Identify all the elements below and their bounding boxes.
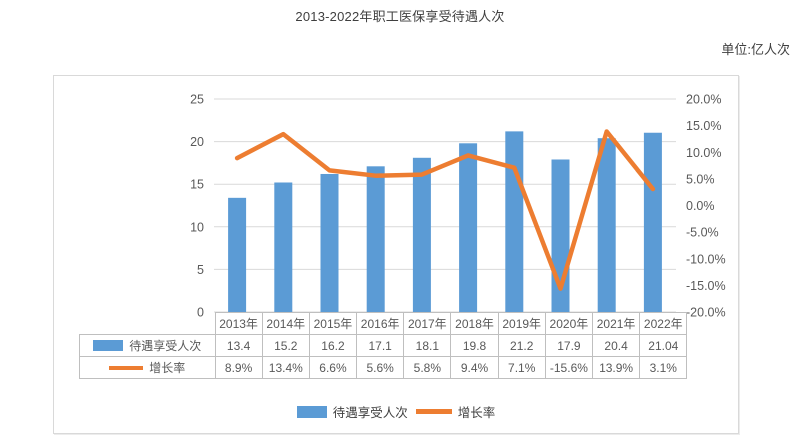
- table-value-cell: 5.8%: [403, 356, 452, 379]
- table-value-cell: 15.2: [261, 334, 310, 357]
- table-value-cell: 16.2: [308, 334, 358, 357]
- table-value-cell: 17.9: [544, 334, 594, 357]
- table-year-header: 2017年: [403, 312, 452, 335]
- left-axis-tick-label: 25: [190, 93, 204, 107]
- table-corner-cell: [80, 313, 216, 335]
- right-axis-tick-label: -15.0%: [686, 279, 726, 293]
- table-value-cell: 3.1%: [639, 356, 688, 379]
- legend-label: 增长率: [457, 406, 496, 420]
- table-value-cell: 13.4%: [261, 356, 310, 379]
- series-name-label: 增长率: [149, 361, 186, 375]
- table-value-cell: 5.6%: [356, 356, 405, 379]
- legend-label: 待遇享受人次: [332, 406, 408, 420]
- series-key: 待遇享受人次: [82, 337, 213, 354]
- chart-data-table: 2013年 2014年 2015年 2016年 2017年 2018年 2019年 2020年…: [79, 312, 688, 379]
- bar-2018年: [459, 143, 478, 312]
- bar-series-swatch-icon: [296, 405, 327, 418]
- table-year-header: 2021年: [591, 312, 641, 335]
- table-value-cell: 13.4: [214, 334, 263, 357]
- table-year-header: 2020年: [544, 312, 594, 335]
- table-value-cell: -15.6%: [544, 356, 594, 379]
- table-year-header: 2022年: [639, 312, 688, 335]
- bar-2016年: [366, 166, 385, 312]
- table-value-cell: 21.2: [497, 334, 546, 357]
- bar-2014年: [274, 182, 293, 312]
- legend-item-bar-series: 待遇享受人次: [296, 402, 408, 421]
- table-year-header: 2016年: [356, 312, 405, 335]
- bar-2015年: [320, 173, 339, 312]
- legend-item-line-series: 增长率: [415, 402, 496, 421]
- table-value-cell: 6.6%: [308, 356, 358, 379]
- bar-2021年: [597, 138, 616, 312]
- table-year-header: 2018年: [450, 312, 499, 335]
- bar-2019年: [505, 131, 524, 312]
- left-axis-tick-label: 0: [197, 306, 204, 320]
- line-series-key-icon: [109, 365, 144, 370]
- table-value-cell: 20.4: [591, 334, 641, 357]
- table-value-cell: 21.04: [639, 334, 688, 357]
- table-value-cell: 8.9%: [214, 356, 263, 379]
- table-value-cell: 9.4%: [450, 356, 499, 379]
- table-value-cell: 13.9%: [591, 356, 641, 379]
- bar-2022年: [643, 132, 662, 312]
- unit-label: 单位:亿人次: [721, 42, 790, 57]
- table-series-name: 增长率: [79, 356, 216, 379]
- right-axis-tick-label: 15.0%: [686, 119, 721, 133]
- table-value-cell: 18.1: [403, 334, 452, 357]
- chart-legend: 待遇享受人次 增长率: [54, 402, 738, 421]
- table-value-cell: 19.8: [450, 334, 499, 357]
- table-year-header: 2013年: [214, 312, 263, 335]
- left-axis-tick-label: 15: [190, 178, 204, 192]
- table-year-header: 2014年: [261, 312, 310, 335]
- table-value-cell: 17.1: [356, 334, 405, 357]
- right-axis-tick-label: 0.0%: [686, 199, 715, 213]
- right-axis-tick-label: -20.0%: [686, 306, 726, 320]
- chart-container: 25 20 15 10 5 0 20.0% 15.0% 10.0% 5.0% 0.0% -5.0% -1…: [53, 75, 739, 434]
- bar-2013年: [228, 197, 247, 312]
- left-axis-tick-label: 5: [197, 263, 204, 277]
- series-key: 增长率: [82, 359, 213, 376]
- table-value-cell: 7.1%: [497, 356, 546, 379]
- left-axis-tick-label: 10: [190, 220, 204, 234]
- chart-title: 2013-2022年职工医保享受待遇人次: [295, 9, 505, 24]
- line-series-swatch-icon: [415, 409, 452, 414]
- series-name-label: 待遇享受人次: [129, 339, 202, 353]
- bar-2017年: [412, 157, 431, 312]
- table-year-header: 2019年: [497, 312, 546, 335]
- table-series-name: 待遇享受人次: [79, 334, 216, 357]
- right-axis-tick-label: 10.0%: [686, 146, 721, 160]
- left-axis-tick-label: 20: [190, 135, 204, 149]
- bar-series-key-icon: [93, 340, 124, 351]
- table-year-header: 2015年: [308, 312, 358, 335]
- right-axis-tick-label: -10.0%: [686, 252, 726, 266]
- right-axis-tick-label: 5.0%: [686, 172, 715, 186]
- growth-rate-line: [234, 129, 656, 291]
- plot-area: 25 20 15 10 5 0 20.0% 15.0% 10.0% 5.0% 0.0% -5.0% -1…: [190, 93, 726, 320]
- right-axis-tick-label: -5.0%: [686, 226, 719, 240]
- right-axis-tick-label: 20.0%: [686, 93, 721, 107]
